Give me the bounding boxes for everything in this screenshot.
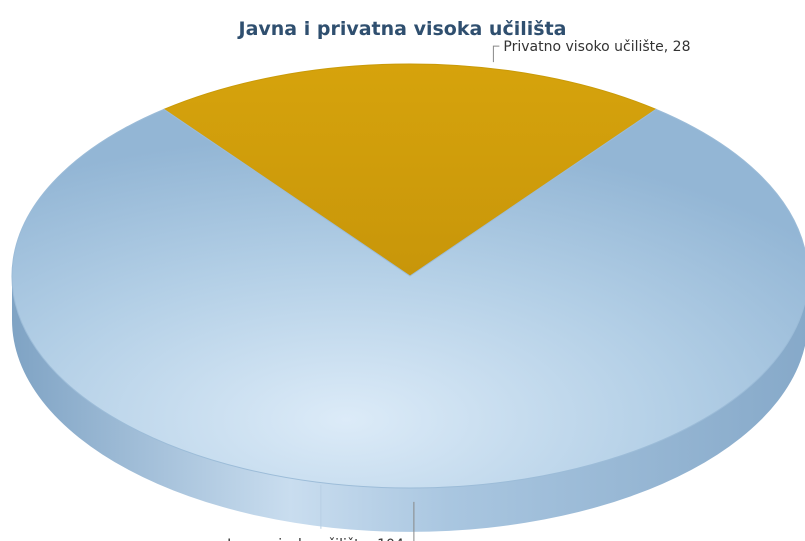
leader-line-javno — [413, 501, 415, 541]
pie-side-wall-front — [12, 276, 805, 532]
pie-slice-javno[interactable] — [11, 108, 805, 489]
chart-title: Javna i privatna visoka učilišta — [238, 18, 567, 40]
pie-side-wall — [12, 276, 805, 532]
data-label-javno: Javno visoko učilište, 104 — [226, 537, 404, 541]
pie-slice-privatno[interactable] — [162, 63, 658, 277]
data-label-privatno: Privatno visoko učilište, 28 — [503, 39, 690, 55]
leader-line-privatno — [492, 45, 500, 63]
